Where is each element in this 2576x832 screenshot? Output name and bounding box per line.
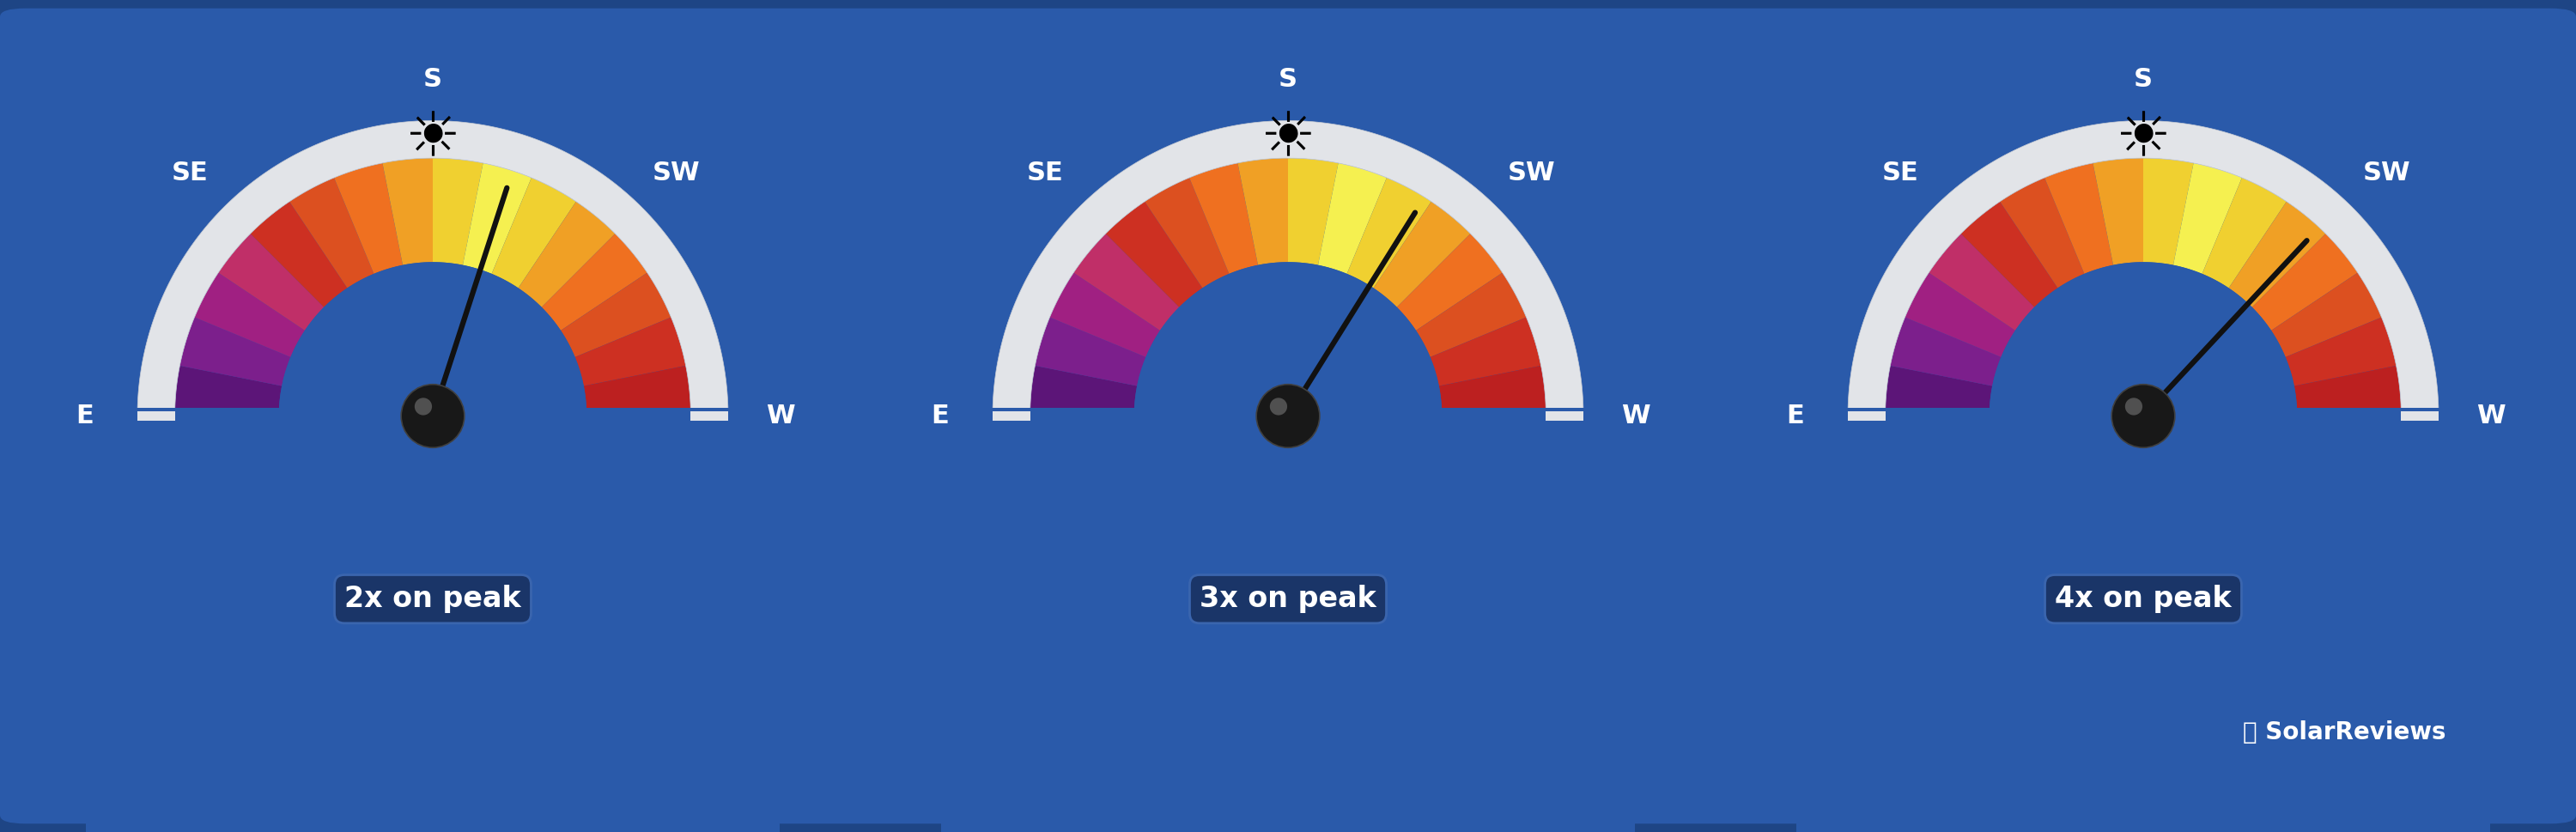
Polygon shape xyxy=(492,178,577,288)
Bar xyxy=(940,408,1636,832)
Polygon shape xyxy=(2143,158,2195,265)
Polygon shape xyxy=(2272,273,2383,357)
Polygon shape xyxy=(562,273,672,357)
Text: ☀️: ☀️ xyxy=(404,110,461,169)
Bar xyxy=(1847,411,1886,421)
Bar xyxy=(85,408,781,832)
Polygon shape xyxy=(1373,201,1471,307)
Bar xyxy=(1546,411,1584,421)
Polygon shape xyxy=(1999,178,2084,288)
Polygon shape xyxy=(1396,234,1502,330)
Polygon shape xyxy=(2092,158,2143,265)
Polygon shape xyxy=(1030,366,1136,416)
Text: E: E xyxy=(933,404,948,428)
Text: W: W xyxy=(1620,404,1651,428)
Text: SW: SW xyxy=(652,161,701,186)
Text: W: W xyxy=(765,404,796,428)
Text: 3x on peak: 3x on peak xyxy=(1200,585,1376,613)
Polygon shape xyxy=(278,262,587,416)
Polygon shape xyxy=(2174,163,2241,274)
Polygon shape xyxy=(250,201,348,307)
Text: S: S xyxy=(1278,67,1298,92)
Polygon shape xyxy=(1319,163,1386,274)
Polygon shape xyxy=(585,366,690,416)
Polygon shape xyxy=(175,366,281,416)
Text: 2x on peak: 2x on peak xyxy=(345,585,520,613)
Polygon shape xyxy=(335,163,402,274)
Polygon shape xyxy=(1144,178,1229,288)
Polygon shape xyxy=(2045,163,2112,274)
Polygon shape xyxy=(1105,201,1203,307)
Polygon shape xyxy=(518,201,616,307)
Polygon shape xyxy=(289,178,374,288)
Ellipse shape xyxy=(1270,398,1288,415)
Polygon shape xyxy=(1417,273,1528,357)
Ellipse shape xyxy=(415,398,433,415)
Polygon shape xyxy=(2228,201,2326,307)
Bar xyxy=(2401,411,2439,421)
Polygon shape xyxy=(1886,366,1991,416)
Text: E: E xyxy=(1788,404,1803,428)
Text: ☀️: ☀️ xyxy=(2115,110,2172,169)
Text: SW: SW xyxy=(1507,161,1556,186)
Polygon shape xyxy=(574,317,685,386)
Ellipse shape xyxy=(402,384,464,448)
Polygon shape xyxy=(464,163,531,274)
Polygon shape xyxy=(1929,234,2035,330)
Bar xyxy=(992,411,1030,421)
Text: E: E xyxy=(77,404,93,428)
Ellipse shape xyxy=(2112,384,2174,448)
Polygon shape xyxy=(1891,317,2002,386)
Ellipse shape xyxy=(1257,384,1319,448)
Bar xyxy=(690,411,729,421)
Polygon shape xyxy=(1074,234,1180,330)
Polygon shape xyxy=(1236,158,1288,265)
Text: S: S xyxy=(2133,67,2154,92)
Polygon shape xyxy=(2251,234,2357,330)
Polygon shape xyxy=(541,234,647,330)
Text: SE: SE xyxy=(1025,161,1064,186)
Text: SE: SE xyxy=(170,161,209,186)
Polygon shape xyxy=(1288,158,1340,265)
Polygon shape xyxy=(180,317,291,386)
Polygon shape xyxy=(2285,317,2396,386)
Polygon shape xyxy=(2202,178,2287,288)
Bar xyxy=(1795,408,2491,832)
Polygon shape xyxy=(1048,273,1159,357)
Polygon shape xyxy=(2295,366,2401,416)
Text: 🌐 SolarReviews: 🌐 SolarReviews xyxy=(2244,721,2445,744)
Polygon shape xyxy=(219,234,325,330)
Polygon shape xyxy=(1440,366,1546,416)
Bar xyxy=(137,411,175,421)
Ellipse shape xyxy=(2125,398,2143,415)
Text: S: S xyxy=(422,67,443,92)
Polygon shape xyxy=(137,121,729,416)
Text: W: W xyxy=(2476,404,2506,428)
Polygon shape xyxy=(1904,273,2014,357)
Polygon shape xyxy=(1347,178,1432,288)
Text: SW: SW xyxy=(2362,161,2411,186)
Polygon shape xyxy=(1989,262,2298,416)
Polygon shape xyxy=(992,121,1584,416)
Polygon shape xyxy=(1847,121,2439,416)
Text: 4x on peak: 4x on peak xyxy=(2056,585,2231,613)
Polygon shape xyxy=(1190,163,1257,274)
Polygon shape xyxy=(193,273,304,357)
Text: ☀️: ☀️ xyxy=(1260,110,1316,169)
Polygon shape xyxy=(1036,317,1146,386)
FancyBboxPatch shape xyxy=(0,8,2576,824)
Polygon shape xyxy=(1430,317,1540,386)
Polygon shape xyxy=(1133,262,1443,416)
Text: SE: SE xyxy=(1880,161,1919,186)
Polygon shape xyxy=(1960,201,2058,307)
Polygon shape xyxy=(433,158,484,265)
Polygon shape xyxy=(381,158,433,265)
